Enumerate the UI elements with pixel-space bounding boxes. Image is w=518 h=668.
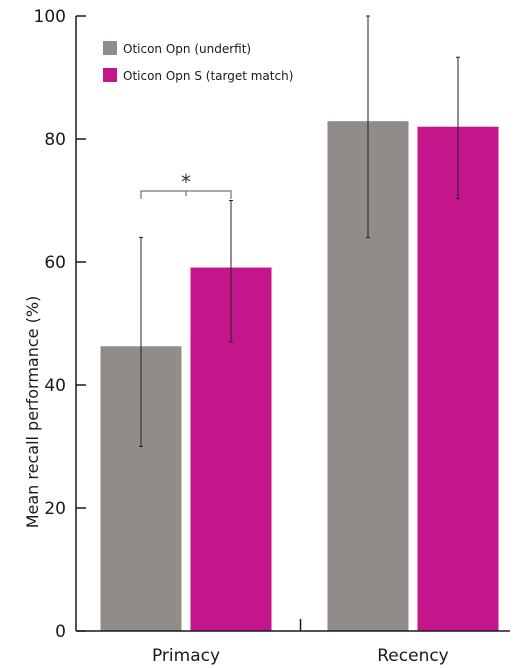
error-bars bbox=[139, 15, 460, 447]
y-tick-label: 40 bbox=[44, 376, 66, 396]
y-tick-label: 100 bbox=[34, 7, 66, 27]
legend-label: Oticon Opn S (target match) bbox=[123, 69, 293, 83]
legend-swatch bbox=[103, 68, 117, 82]
bar-recency-series-2 bbox=[417, 126, 499, 631]
significance-star: * bbox=[181, 170, 191, 194]
y-tick-label: 80 bbox=[44, 130, 66, 150]
y-axis-title: Mean recall performance (%) bbox=[23, 296, 42, 529]
legend-label: Oticon Opn (underfit) bbox=[123, 42, 251, 56]
significance-annotation: * bbox=[140, 170, 232, 199]
y-tick-label: 20 bbox=[44, 499, 66, 519]
bars bbox=[100, 121, 499, 631]
y-tick-label: 60 bbox=[44, 253, 66, 273]
legend-swatch bbox=[103, 41, 117, 55]
x-tick-label: Primacy bbox=[152, 646, 220, 666]
y-tick-label: 0 bbox=[55, 622, 66, 642]
y-axis-ticks: 0 20 40 60 80 100 bbox=[34, 7, 86, 642]
x-axis-tick-labels: Primacy Recency bbox=[152, 646, 449, 666]
legend: Oticon Opn (underfit) Oticon Opn S (targe… bbox=[103, 41, 293, 83]
x-tick-label: Recency bbox=[377, 646, 449, 666]
